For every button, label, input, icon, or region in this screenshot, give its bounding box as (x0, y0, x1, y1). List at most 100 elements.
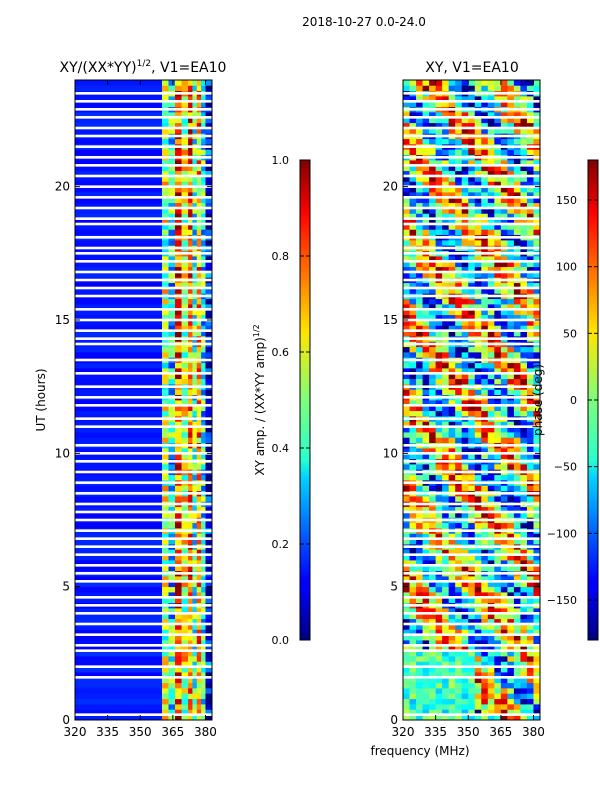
phase-cell (442, 122, 450, 129)
phase-cell (520, 176, 528, 182)
amplitude-flagged-row (75, 553, 212, 556)
phase-cell (403, 202, 410, 209)
amplitude-cell (75, 549, 163, 556)
phase-cell (494, 181, 502, 188)
amplitude-cell (75, 693, 163, 700)
phase-cell (403, 581, 410, 588)
amplitude-cell (201, 170, 206, 177)
amplitude-cell (201, 437, 206, 444)
phase-cell (416, 272, 423, 278)
amplitude-cell (192, 453, 198, 460)
phase-cell (520, 266, 528, 273)
phase-cell (468, 672, 476, 678)
phase-cell (500, 629, 508, 636)
amplitude-cell (205, 453, 213, 460)
amplitude-cell (196, 645, 202, 652)
phase-cell (409, 256, 417, 262)
phase-cell (448, 597, 456, 604)
phase-cell (461, 634, 469, 641)
phase-cell (487, 682, 495, 689)
phase-cell (513, 405, 521, 412)
phase-cell (526, 149, 534, 156)
amplitude-cell (181, 266, 189, 273)
amplitude-cell (161, 629, 169, 636)
amplitude-cell (196, 453, 202, 460)
phase-cell (442, 538, 450, 545)
phase-cell (422, 405, 430, 412)
phase-cell (448, 197, 456, 204)
amplitude-flagged-row (75, 396, 212, 399)
phase-cell (442, 368, 450, 374)
amplitude-cell (205, 597, 213, 604)
phase-cell (461, 176, 469, 182)
phase-cell (409, 437, 417, 444)
phase-cell (422, 581, 430, 588)
phase-cell (507, 266, 515, 273)
phase-cell (513, 197, 521, 204)
phase-cell (474, 320, 482, 326)
phase-cell (526, 448, 534, 454)
phase-cell (481, 672, 489, 678)
phase-cell (481, 330, 489, 337)
phase-cell (533, 288, 541, 294)
phase-cell (409, 224, 417, 230)
phase-cell (520, 218, 528, 225)
amplitude-flagged-row (75, 116, 212, 119)
phase-cell (468, 666, 476, 673)
phase-cell (487, 693, 495, 700)
phase-cell (520, 709, 528, 716)
amplitude-cell (196, 362, 202, 369)
amplitude-cell (205, 325, 213, 332)
phase-cell (526, 266, 534, 273)
phase-cell (435, 522, 443, 529)
amplitude-cell (175, 304, 182, 310)
amplitude-cell (205, 565, 213, 572)
phase-cell (435, 464, 443, 470)
phase-cell (468, 298, 476, 305)
phase-cell (435, 554, 443, 561)
amplitude-cell (175, 160, 182, 166)
phase-cell (526, 586, 534, 593)
amplitude-cell (188, 640, 193, 646)
phase-cell (403, 453, 410, 460)
phase-cell (409, 389, 417, 396)
phase-cell (533, 346, 541, 353)
phase-cell (455, 453, 463, 460)
phase-cell (481, 325, 489, 332)
amplitude-cell (161, 688, 169, 694)
amplitude-flagged-row (75, 206, 212, 210)
phase-cell (403, 474, 410, 481)
phase-cell (513, 688, 521, 694)
phase-cell (461, 592, 469, 598)
phase-cell (507, 330, 515, 337)
amplitude-cell (175, 661, 182, 668)
phase-cell (442, 181, 450, 188)
phase-cell (455, 608, 463, 614)
phase-cell (435, 256, 443, 262)
amplitude-cell (168, 160, 176, 166)
phase-cell (403, 400, 410, 406)
phase-cell (494, 309, 502, 316)
phase-cell (416, 554, 423, 561)
phase-cell (416, 400, 423, 406)
phase-cell (487, 613, 495, 620)
amplitude-cell (181, 149, 189, 156)
phase-cell (429, 421, 437, 428)
phase-cell (409, 197, 417, 204)
phase-cell (526, 693, 534, 700)
phase-cell (520, 314, 528, 321)
phase-cell (474, 186, 482, 193)
phase-flagged-row (403, 622, 540, 626)
phase-cell (416, 80, 423, 86)
phase-flagged-row (403, 633, 540, 636)
amplitude-cell (192, 405, 198, 412)
phase-cell (474, 624, 482, 630)
phase-cell (422, 165, 430, 172)
amplitude-cell (196, 496, 202, 502)
phase-cell (494, 554, 502, 561)
phase-cell (474, 538, 482, 545)
phase-cell (422, 618, 430, 625)
amplitude-flagged-row (75, 278, 212, 282)
phase-cell (533, 309, 541, 316)
phase-cell (416, 261, 423, 268)
